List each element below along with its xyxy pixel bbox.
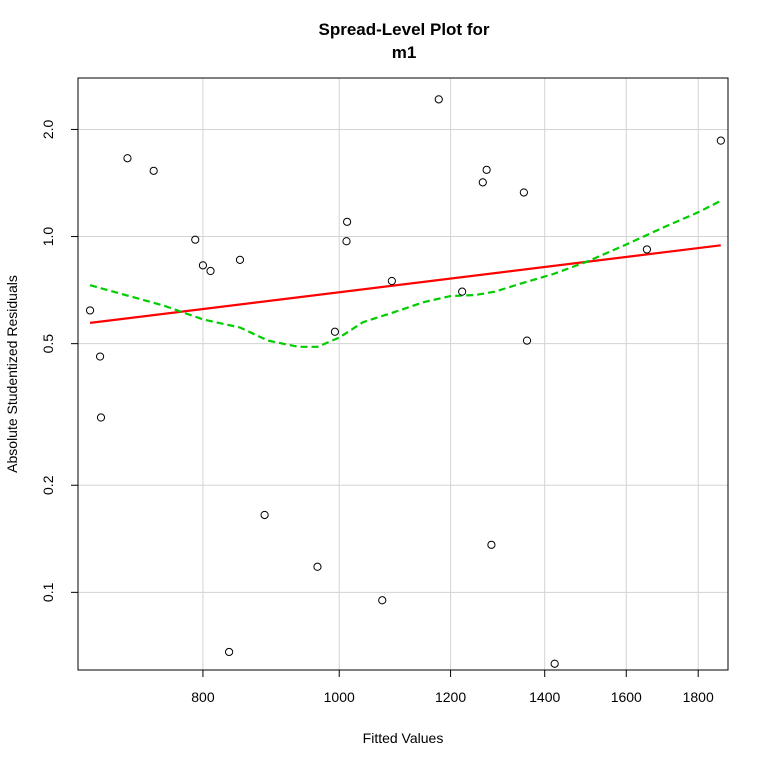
x-tick-label: 1800 xyxy=(683,689,714,705)
x-axis: 800 1000 1200 1400 1600 1800 xyxy=(191,670,714,705)
fit-line xyxy=(89,244,721,324)
x-tick-label: 1000 xyxy=(324,689,355,705)
data-point xyxy=(482,165,491,174)
data-point xyxy=(343,217,352,226)
y-axis-label: Absolute Studentized Residuals xyxy=(4,275,20,473)
data-point xyxy=(434,95,443,104)
y-axis: 0.1 0.2 0.5 1.0 2.0 xyxy=(40,119,78,602)
y-tick-label: 0.5 xyxy=(40,334,56,354)
data-point xyxy=(149,166,158,175)
x-tick-label: 1600 xyxy=(611,689,642,705)
data-point xyxy=(550,659,559,668)
series-layer xyxy=(89,199,722,348)
x-tick-label: 800 xyxy=(191,689,215,705)
data-point xyxy=(260,510,269,520)
data-point xyxy=(96,413,106,422)
data-point xyxy=(458,287,467,296)
x-tick-label: 1200 xyxy=(435,689,466,705)
points-layer xyxy=(85,95,725,668)
x-axis-label: Fitted Values xyxy=(363,730,444,746)
chart-title-line-1: Spread-Level Plot for xyxy=(319,20,490,39)
data-point xyxy=(235,255,245,264)
y-tick-label: 2.0 xyxy=(40,119,56,139)
data-point xyxy=(342,237,351,246)
grid xyxy=(78,78,728,670)
data-point xyxy=(123,154,132,163)
y-tick-label: 0.2 xyxy=(40,475,56,495)
chart-title-line-2: m1 xyxy=(392,43,417,62)
data-point xyxy=(487,540,496,549)
data-point xyxy=(642,245,652,254)
data-point xyxy=(387,276,396,286)
data-point xyxy=(716,136,725,145)
data-point xyxy=(224,647,234,657)
data-point xyxy=(206,266,215,276)
plot-frame xyxy=(77,77,729,671)
data-point xyxy=(85,306,95,315)
data-point xyxy=(191,235,200,244)
data-point xyxy=(198,261,208,270)
smooth-line xyxy=(89,199,722,348)
data-point xyxy=(313,562,322,571)
data-point xyxy=(330,327,340,336)
data-point xyxy=(519,188,528,197)
data-point xyxy=(378,596,387,605)
data-point xyxy=(478,178,487,187)
data-point xyxy=(522,336,532,345)
y-tick-label: 1.0 xyxy=(40,227,56,247)
x-tick-label: 1400 xyxy=(529,689,560,705)
data-point xyxy=(95,352,105,361)
y-tick-label: 0.1 xyxy=(40,582,56,602)
